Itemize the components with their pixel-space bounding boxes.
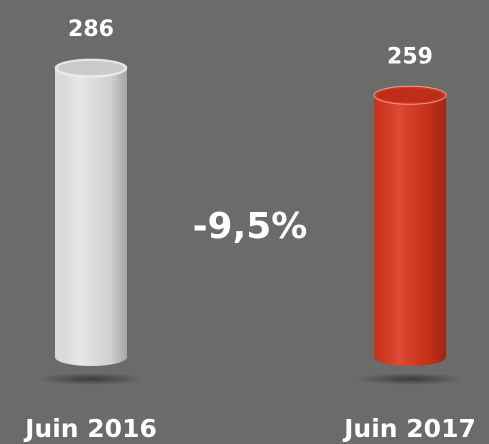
bar-top bbox=[54, 58, 128, 78]
bar-shade bbox=[55, 68, 127, 357]
bar-top-inner bbox=[377, 88, 443, 103]
bar-shadow bbox=[356, 373, 464, 385]
bar-top-inner bbox=[58, 61, 124, 75]
category-label: Juin 2016 bbox=[23, 414, 157, 443]
bar-shade bbox=[374, 95, 446, 358]
bar-top bbox=[373, 85, 447, 105]
category-label: Juin 2017 bbox=[342, 414, 476, 443]
value-label: 286 bbox=[68, 17, 114, 42]
annotation: -9,5% bbox=[193, 206, 308, 247]
value-label: 259 bbox=[387, 44, 433, 69]
bar-shadow bbox=[37, 373, 145, 385]
